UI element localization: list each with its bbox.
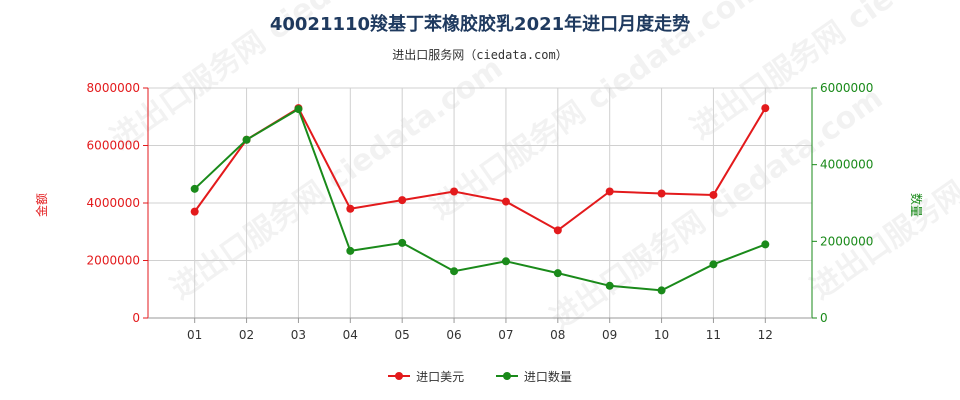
series-0-point [346,204,355,213]
series-0-point [761,104,770,113]
legend-item-qty[interactable]: 进口数量 [495,368,572,385]
x-tick-label: 03 [291,328,306,342]
series-1-point [346,246,355,255]
series-line-1 [194,107,766,292]
y-left-tick-label: 2000000 [87,254,140,268]
series-0-point [553,226,562,235]
x-tick-label: 08 [550,328,565,342]
series-0-point [709,190,718,199]
x-tick-label: 07 [498,328,513,342]
y-left-tick-label: 4000000 [87,196,140,210]
x-tick-label: 10 [654,328,669,342]
x-tick-label: 11 [706,328,721,342]
y-left-tick-label: 6000000 [87,139,140,153]
y-right-tick-label: 6000000 [820,81,873,95]
series-0-point [657,189,666,198]
x-tick-label: 12 [758,328,773,342]
legend: 进口美元 进口数量 [0,366,960,385]
x-tick-label: 06 [446,328,461,342]
series-0-point [398,196,407,205]
series-0-point [501,197,510,206]
x-tick-label: 02 [239,328,254,342]
y-right-tick-label: 0 [820,311,828,325]
y-right-label: 数量 [909,193,924,217]
chart-subtitle: 进出口服务网（ciedata.com） [392,48,568,62]
series-0-point [450,187,459,196]
legend-item-usd[interactable]: 进口美元 [388,368,464,385]
series-1-point [657,286,666,295]
chart-title: 40021110羧基丁苯橡胶胶乳2021年进口月度走势 [269,14,691,35]
series-1-point [190,184,199,193]
series-1-point [501,257,510,266]
y-left-tick-label: 0 [132,311,140,325]
x-tick-label: 04 [343,328,358,342]
series-1-point [242,135,251,144]
legend-label-qty: 进口数量 [523,369,572,384]
y-right-tick-label: 2000000 [820,234,873,248]
series-0-point [190,207,199,216]
series-layer [190,104,770,295]
series-1-point [553,269,562,278]
series-0-point [605,187,614,196]
y-left-tick-label: 8000000 [87,81,140,95]
series-1-point [709,260,718,269]
legend-swatch-usd [388,372,411,380]
x-tick-label: 01 [187,328,202,342]
x-tick-label: 05 [395,328,410,342]
series-1-point [398,238,407,247]
legend-swatch-qty [495,372,518,380]
series-1-point [294,105,303,114]
y-left-ticks: 0 2000000 4000000 6000000 8000000 [87,81,148,325]
series-1-point [761,240,770,249]
series-1-point [450,267,459,276]
y-right-tick-label: 4000000 [820,158,873,172]
x-ticks: 01 02 03 04 05 06 07 08 09 10 11 12 [187,318,773,342]
x-tick-label: 09 [602,328,617,342]
y-left-label: 金额 [34,193,49,217]
series-1-point [605,281,614,290]
y-right-ticks: 0 2000000 4000000 6000000 [812,81,873,325]
legend-label-usd: 进口美元 [416,369,465,384]
